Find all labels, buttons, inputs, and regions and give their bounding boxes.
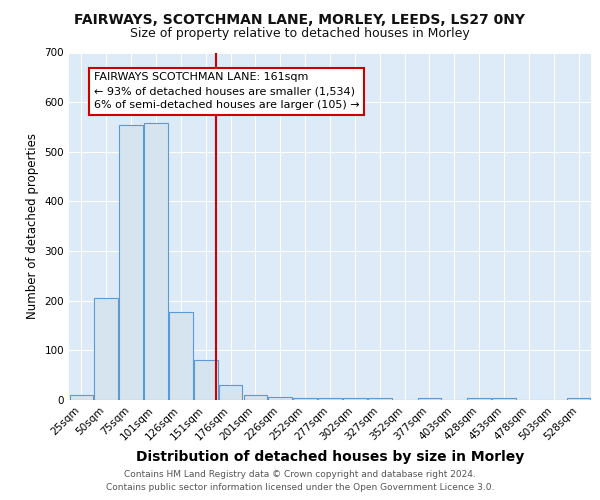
Bar (244, 395, 267, 400)
Bar (70, 395, 93, 400)
Bar (368, 398, 392, 400)
Bar (318, 398, 342, 400)
Text: FAIRWAYS SCOTCHMAN LANE: 161sqm
← 93% of detached houses are smaller (1,534)
6% : FAIRWAYS SCOTCHMAN LANE: 161sqm ← 93% of… (94, 72, 359, 110)
Text: Contains HM Land Registry data © Crown copyright and database right 2024.
Contai: Contains HM Land Registry data © Crown c… (106, 470, 494, 492)
Bar (293, 398, 317, 400)
Bar (492, 398, 516, 400)
Bar (418, 398, 441, 400)
Text: FAIRWAYS, SCOTCHMAN LANE, MORLEY, LEEDS, LS27 0NY: FAIRWAYS, SCOTCHMAN LANE, MORLEY, LEEDS,… (74, 12, 526, 26)
Bar (219, 385, 242, 400)
Bar (119, 126, 143, 400)
Y-axis label: Number of detached properties: Number of detached properties (26, 133, 39, 320)
Bar (467, 398, 491, 400)
Bar (268, 396, 292, 400)
Bar (194, 360, 218, 400)
Text: Size of property relative to detached houses in Morley: Size of property relative to detached ho… (130, 28, 470, 40)
Bar (169, 312, 193, 400)
Bar (343, 398, 367, 400)
X-axis label: Distribution of detached houses by size in Morley: Distribution of detached houses by size … (136, 450, 524, 464)
Bar (144, 124, 168, 400)
Bar (94, 298, 118, 400)
Bar (567, 398, 590, 400)
